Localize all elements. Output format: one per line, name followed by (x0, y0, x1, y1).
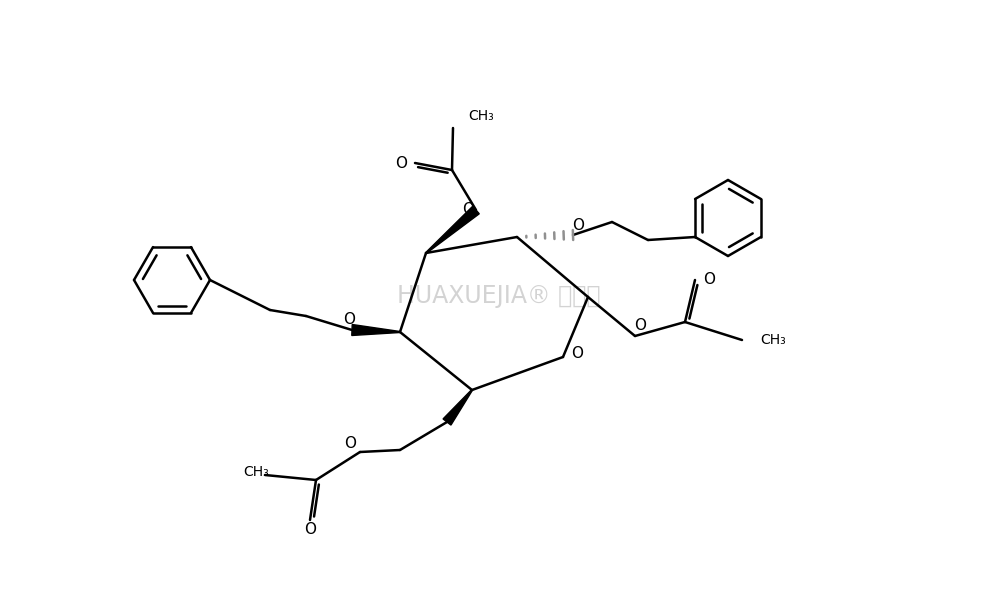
Polygon shape (352, 324, 400, 336)
Polygon shape (426, 206, 480, 253)
Text: O: O (703, 272, 715, 288)
Text: O: O (462, 202, 474, 217)
Text: O: O (343, 313, 355, 327)
Text: CH₃: CH₃ (468, 109, 494, 123)
Text: O: O (572, 217, 584, 233)
Text: HUAXUEJIA® 化学加: HUAXUEJIA® 化学加 (398, 284, 600, 308)
Text: O: O (344, 436, 356, 452)
Polygon shape (444, 390, 473, 425)
Text: O: O (571, 346, 583, 362)
Text: CH₃: CH₃ (760, 333, 786, 347)
Text: O: O (395, 156, 407, 170)
Text: CH₃: CH₃ (243, 465, 269, 479)
Text: O: O (634, 318, 646, 333)
Text: O: O (304, 523, 316, 538)
